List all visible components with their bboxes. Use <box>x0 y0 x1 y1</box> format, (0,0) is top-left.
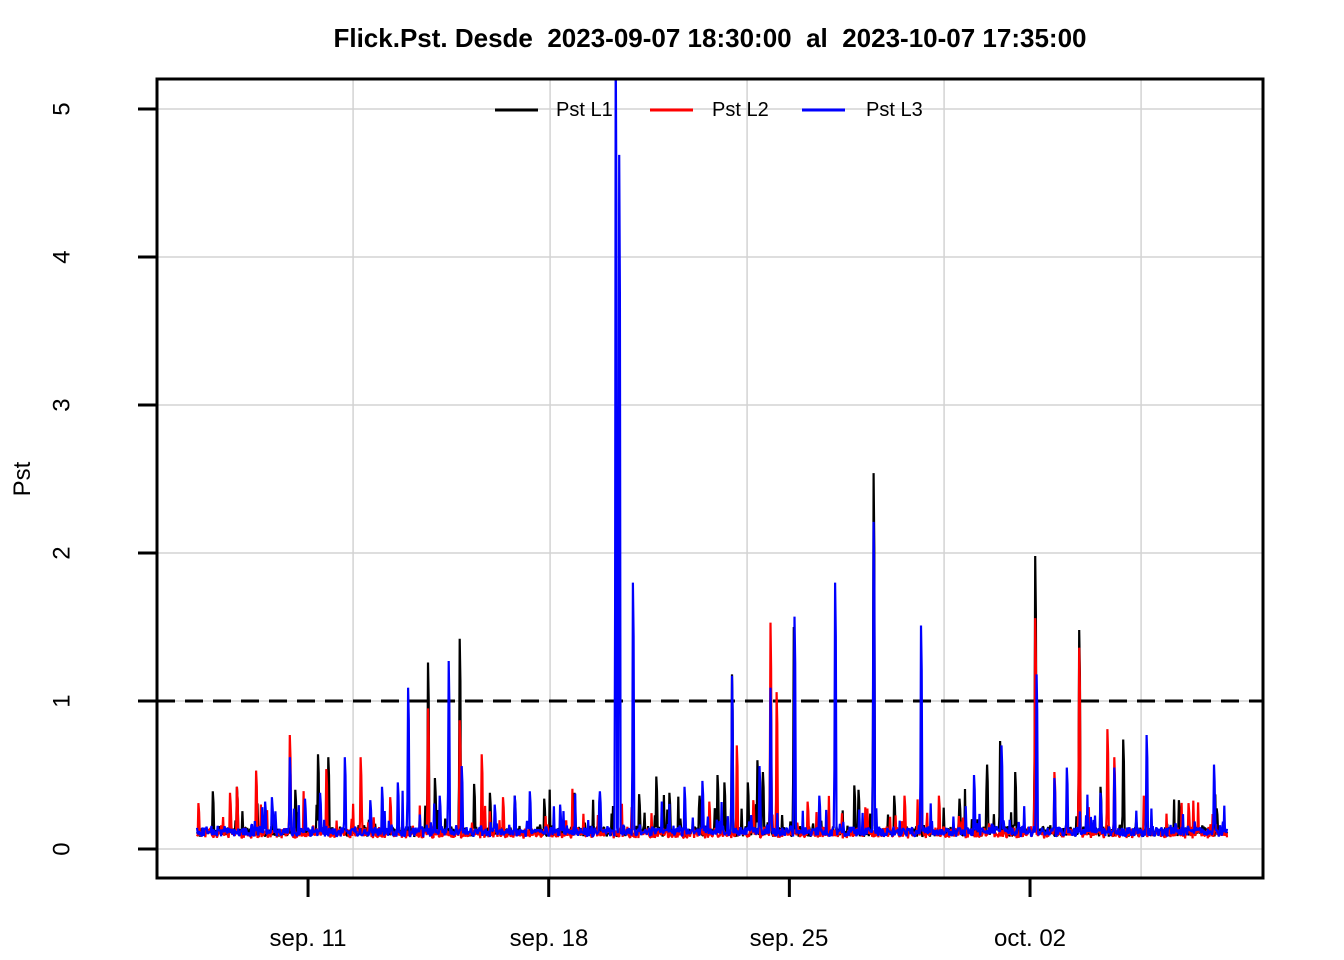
y-tick-label-4: 4 <box>49 250 76 263</box>
y-tick-label-5: 5 <box>49 102 76 115</box>
grid-layer <box>157 79 1263 878</box>
y-axis-label: Pst <box>9 461 36 496</box>
y-tick-label-3: 3 <box>49 398 76 411</box>
legend: Pst L1 Pst L2 Pst L3 <box>495 99 923 121</box>
series-line-pst-l2 <box>196 618 1229 839</box>
x-tick-label-sep25: sep. 25 <box>750 925 829 952</box>
frame-layer <box>138 77 1265 897</box>
legend-label-pst-l3: Pst L3 <box>866 99 923 121</box>
x-tick-label-sep18: sep. 18 <box>510 925 589 952</box>
series-line-pst-l1 <box>195 473 1229 838</box>
x-tick-label-oct02: oct. 02 <box>994 925 1066 952</box>
series-line-pst-l3 <box>195 79 1229 838</box>
legend-label-pst-l2: Pst L2 <box>712 99 769 121</box>
plot-box <box>155 77 1265 880</box>
y-tick-label-0: 0 <box>49 842 76 855</box>
y-tick-label-2: 2 <box>49 546 76 559</box>
chart-title: Flick.Pst. Desde 2023-09-07 18:30:00 al … <box>333 23 1086 53</box>
x-tick-label-sep11: sep. 11 <box>270 925 347 952</box>
y-tick-label-1: 1 <box>49 694 76 707</box>
series-layer <box>195 79 1229 839</box>
legend-label-pst-l1: Pst L1 <box>556 99 613 121</box>
